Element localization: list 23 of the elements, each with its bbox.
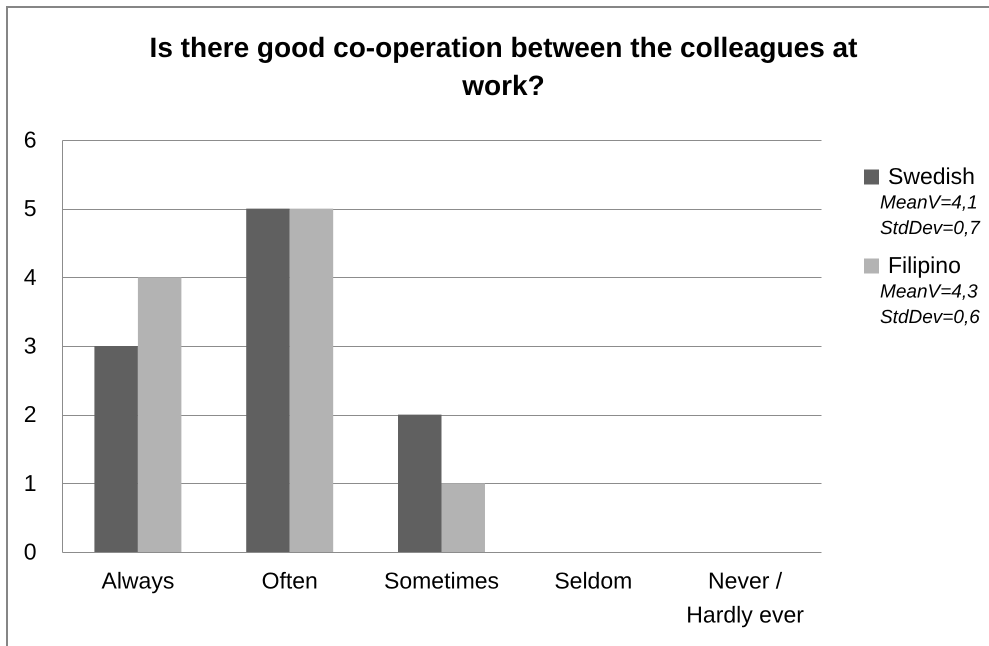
y-tick-label: 4: [24, 264, 37, 290]
text: MeanV=4,1 StdDev=0,7: [880, 192, 982, 239]
bar: [442, 483, 485, 552]
y-tick-label: 5: [24, 195, 36, 222]
y-tick-label: 1: [24, 470, 36, 496]
x-tick-label: Seldom: [554, 568, 632, 594]
x-tick-label: Never / Hardly ever: [686, 568, 804, 628]
y-tick-label: 3: [24, 332, 36, 358]
bar: [94, 346, 138, 552]
chart-title: Is there good co-operation between the colleagues at work?: [150, 32, 858, 101]
x-tick-label: Sometimes: [384, 568, 500, 594]
y-tick-label: 2: [24, 401, 36, 428]
y-tick-label: 6: [24, 126, 36, 152]
legend-label: Filipino: [888, 252, 961, 278]
legend-label: Swedish: [888, 163, 975, 189]
bar: [398, 414, 442, 552]
bar: [290, 208, 334, 552]
text: MeanV=4,3 StdDev=0,6: [880, 282, 980, 328]
y-tick-label: 0: [24, 538, 36, 564]
x-tick-label: Always: [101, 568, 174, 594]
bar: [246, 208, 290, 552]
bar: [138, 277, 182, 552]
x-tick-label: Often: [262, 568, 318, 594]
